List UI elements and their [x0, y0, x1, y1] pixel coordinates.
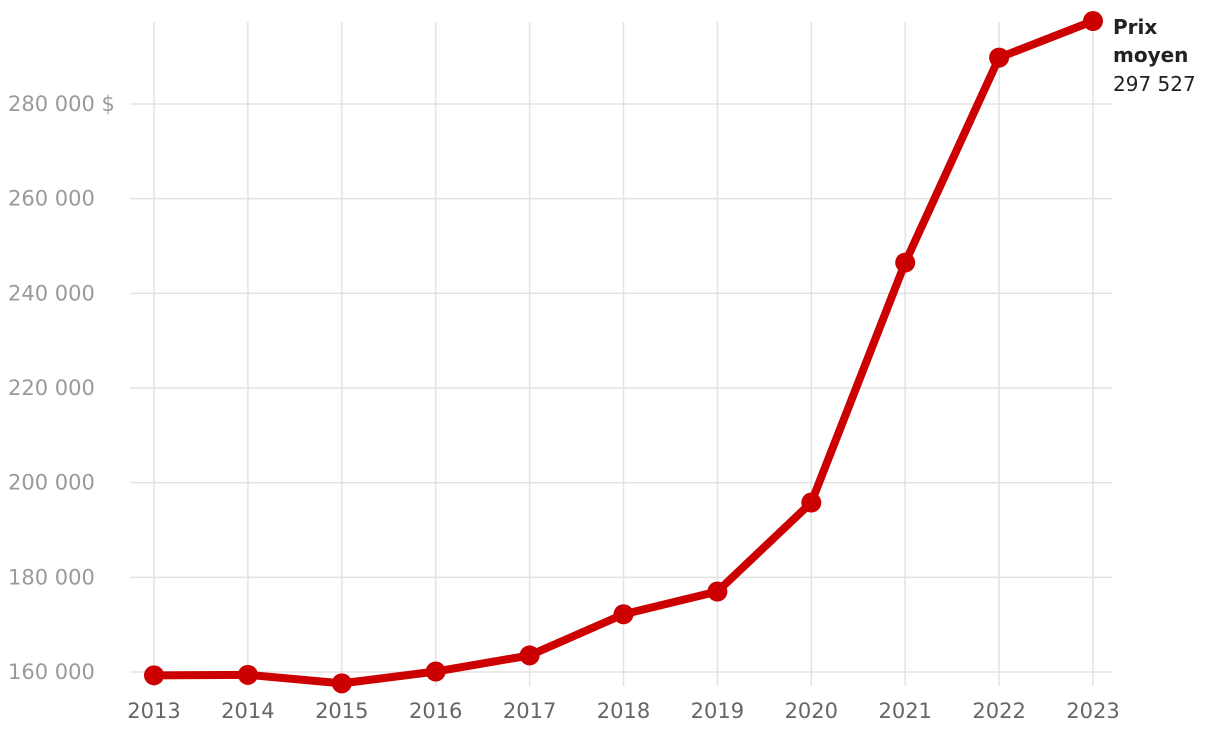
x-tick-label: 2015 [315, 699, 368, 723]
y-tick-label: 160 000 [8, 660, 95, 684]
data-point [801, 492, 822, 513]
x-tick-label: 2019 [691, 699, 744, 723]
x-tick-label: 2021 [878, 699, 931, 723]
y-tick-label: 180 000 [8, 565, 95, 589]
y-tick-label: 280 000 $ [8, 92, 115, 116]
x-axis-ticks: 2013 2014 2015 2016 2017 2018 2019 2020 2021 2022… [127, 699, 1119, 723]
y-axis-ticks: 160 000 180 000 200 000 220 000 240 000 260 0… [8, 92, 115, 684]
x-tick-label: 2020 [785, 699, 838, 723]
series-layer [144, 11, 1103, 694]
data-point [425, 661, 446, 682]
end-label-name-line-1: Prix [1113, 15, 1157, 39]
end-label: Prix moyen 297 527 [1113, 15, 1196, 96]
y-tick-label: 260 000 [8, 187, 95, 211]
data-point [144, 665, 164, 686]
data-point [989, 47, 1010, 68]
x-tick-label: 2023 [1066, 699, 1119, 723]
y-tick-label: 220 000 [8, 376, 95, 400]
data-point [895, 252, 916, 273]
x-tick-label: 2022 [972, 699, 1025, 723]
end-label-value: 297 527 [1113, 72, 1196, 96]
data-point [1083, 11, 1103, 32]
x-tick-label: 2017 [503, 699, 556, 723]
data-point [707, 581, 728, 602]
end-label-name-line-2: moyen [1113, 43, 1188, 67]
y-tick-label: 200 000 [8, 471, 95, 495]
x-tick-label: 2016 [409, 699, 462, 723]
grid [130, 22, 1112, 686]
x-tick-label: 2014 [221, 699, 274, 723]
x-tick-label: 2013 [127, 699, 180, 723]
x-tick-label: 2018 [597, 699, 650, 723]
data-point [237, 664, 258, 685]
data-point [331, 673, 352, 694]
data-point [519, 645, 540, 666]
y-tick-label: 240 000 [8, 281, 95, 305]
data-point [613, 604, 634, 625]
